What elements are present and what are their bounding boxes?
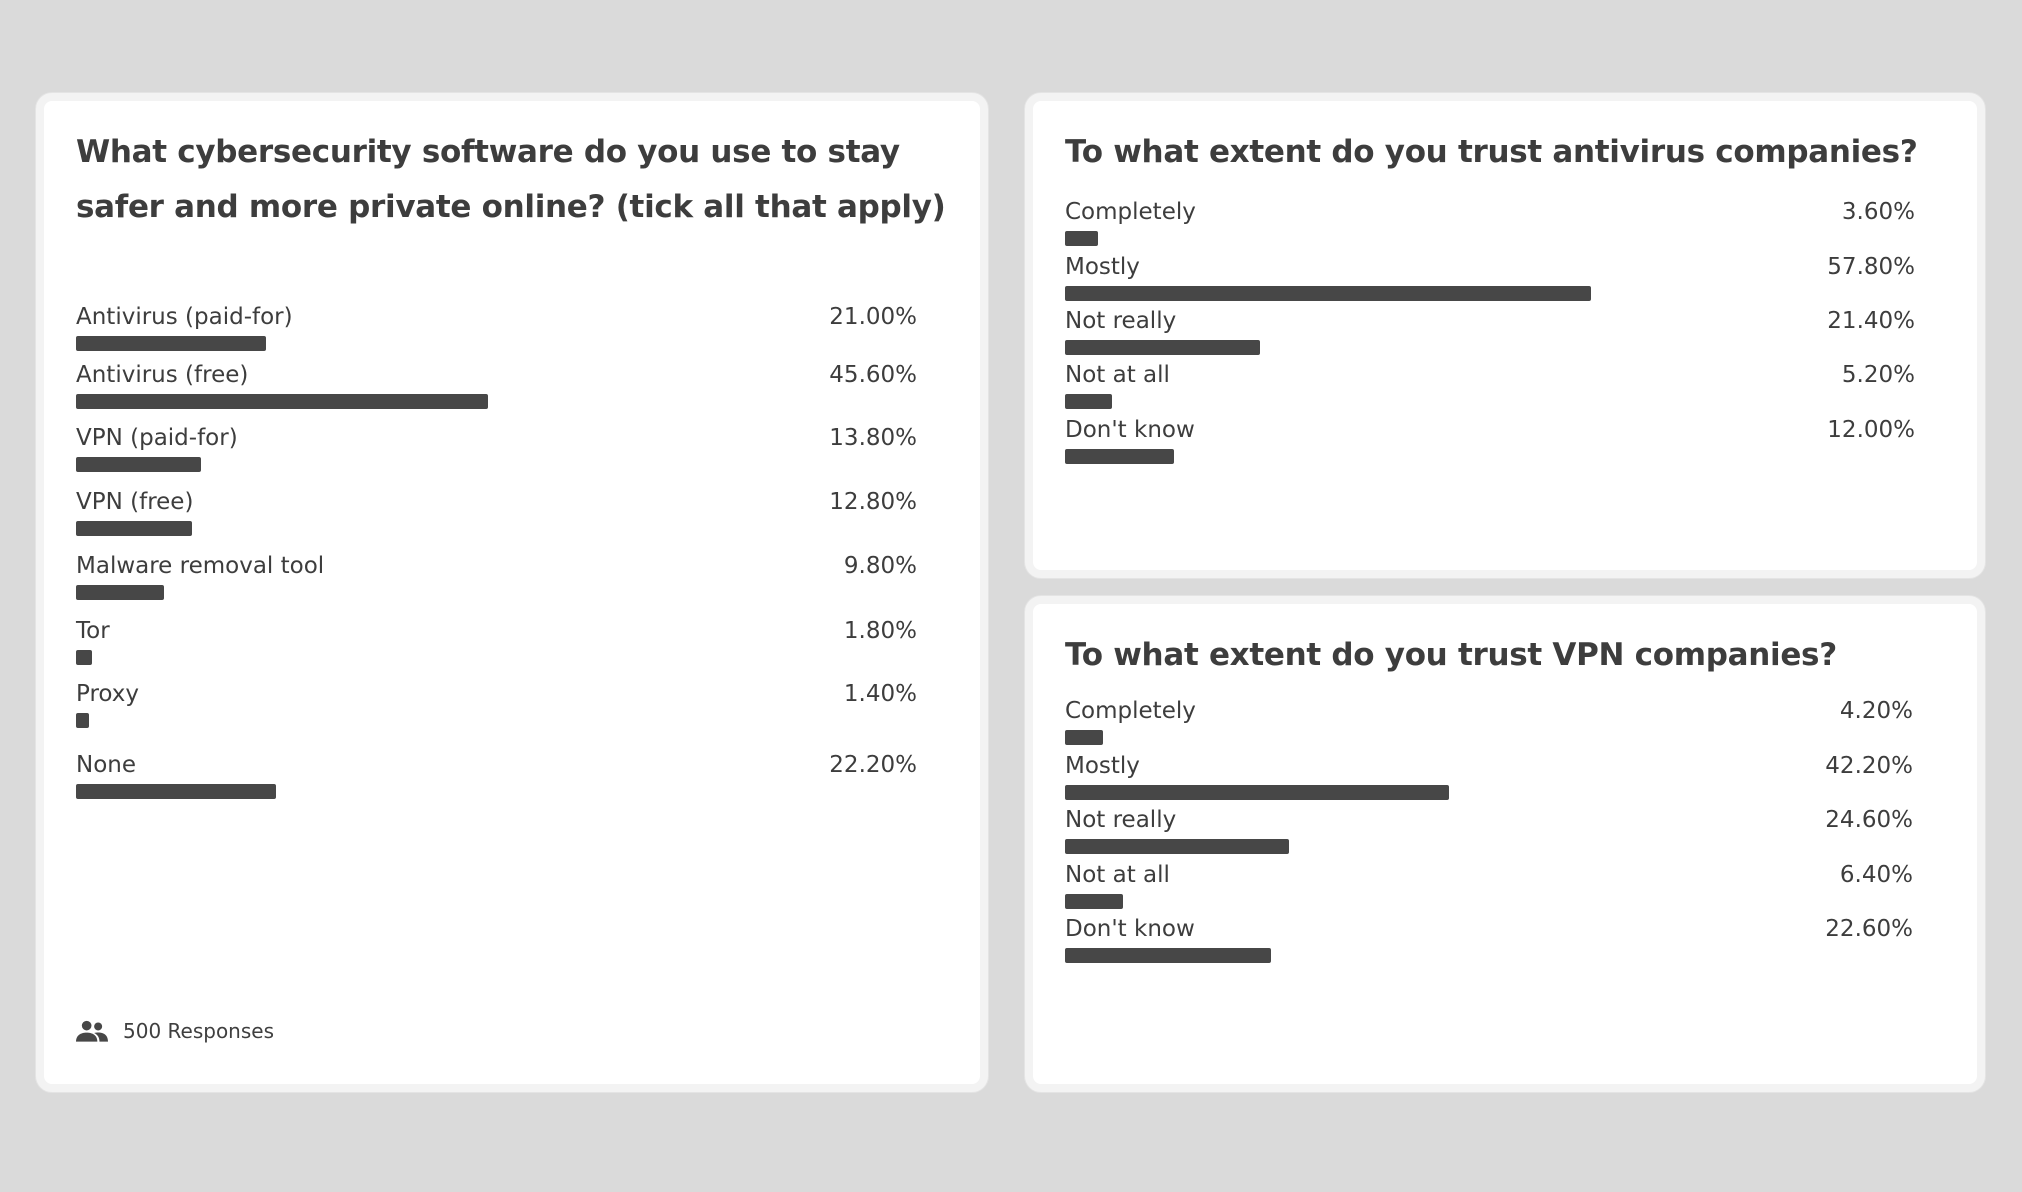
bar-row: Mostly 57.80% xyxy=(1065,253,1915,303)
chart-title: What cybersecurity software do you use t… xyxy=(76,134,946,225)
category-label: Proxy xyxy=(76,681,140,707)
value-label: 1.40% xyxy=(843,681,917,707)
bar xyxy=(76,650,93,665)
bar-row: Not at all 6.40% xyxy=(1065,861,1913,911)
bar xyxy=(1065,839,1289,854)
value-label: 22.20% xyxy=(829,752,917,778)
value-label: 24.60% xyxy=(1825,807,1913,833)
bar xyxy=(76,336,266,351)
bar-row: None 22.20% xyxy=(76,751,917,801)
category-label: Mostly xyxy=(1065,753,1140,779)
bar-row: Don't know 22.60% xyxy=(1065,915,1913,965)
bar-row: Completely 3.60% xyxy=(1065,198,1915,248)
responses-count: 500 Responses xyxy=(76,1016,274,1046)
bar xyxy=(1065,948,1271,963)
bar xyxy=(76,394,488,409)
value-label: 6.40% xyxy=(1839,862,1913,888)
chart-title: To what extent do you trust antivirus co… xyxy=(1065,134,1918,170)
value-label: 3.60% xyxy=(1841,199,1915,225)
value-label: 12.00% xyxy=(1827,417,1915,443)
bar xyxy=(1065,894,1124,909)
category-label: Don't know xyxy=(1065,417,1195,443)
category-label: VPN (paid-for) xyxy=(76,425,238,451)
category-label: Not really xyxy=(1065,308,1177,334)
value-label: 5.20% xyxy=(1841,362,1915,388)
category-label: Don't know xyxy=(1065,916,1195,942)
category-label: Not really xyxy=(1065,807,1177,833)
bar xyxy=(1065,449,1175,464)
bar xyxy=(76,521,192,536)
category-label: Mostly xyxy=(1065,254,1140,280)
value-label: 21.00% xyxy=(829,304,917,330)
value-label: 45.60% xyxy=(829,362,917,388)
bar-row: Not really 24.60% xyxy=(1065,806,1913,856)
bar xyxy=(1065,231,1098,246)
category-label: Antivirus (free) xyxy=(76,362,249,388)
bar-row: VPN (free) 12.80% xyxy=(76,488,917,538)
chart-card-vpn-trust: To what extent do you trust VPN companie… xyxy=(1025,596,1985,1092)
bar xyxy=(1065,340,1260,355)
people-icon xyxy=(76,1020,108,1042)
category-label: Malware removal tool xyxy=(76,553,325,579)
bar-row: Don't know 12.00% xyxy=(1065,416,1915,466)
chart-card-antivirus-trust: To what extent do you trust antivirus co… xyxy=(1025,93,1985,578)
bar-row: Mostly 42.20% xyxy=(1065,752,1913,802)
bar xyxy=(76,457,201,472)
value-label: 13.80% xyxy=(829,425,917,451)
category-label: Antivirus (paid-for) xyxy=(76,304,293,330)
bar xyxy=(76,784,277,799)
value-label: 1.80% xyxy=(843,618,917,644)
bar xyxy=(76,713,89,728)
category-label: VPN (free) xyxy=(76,489,194,515)
value-label: 21.40% xyxy=(1827,308,1915,334)
bar xyxy=(1065,394,1113,409)
value-label: 57.80% xyxy=(1827,254,1915,280)
bar-row: VPN (paid-for) 13.80% xyxy=(76,424,917,474)
bar-row: Completely 4.20% xyxy=(1065,697,1913,747)
bar-row: Antivirus (free) 45.60% xyxy=(76,361,917,411)
bar-row: Malware removal tool 9.80% xyxy=(76,552,917,602)
bar xyxy=(76,585,165,600)
responses-label: 500 Responses xyxy=(123,1019,275,1043)
category-label: Completely xyxy=(1065,199,1196,225)
bar xyxy=(1065,286,1591,301)
chart-card-software-use: What cybersecurity software do you use t… xyxy=(36,93,988,1092)
category-label: Completely xyxy=(1065,698,1196,724)
bar-row: Not really 21.40% xyxy=(1065,307,1915,357)
chart-title: To what extent do you trust VPN companie… xyxy=(1065,637,1837,673)
bar-row: Not at all 5.20% xyxy=(1065,361,1915,411)
bar-row: Proxy 1.40% xyxy=(76,680,917,730)
bar xyxy=(1065,730,1104,745)
category-label: Tor xyxy=(76,618,110,644)
value-label: 12.80% xyxy=(829,489,917,515)
value-label: 9.80% xyxy=(843,553,917,579)
bar xyxy=(1065,785,1450,800)
category-label: None xyxy=(76,752,137,778)
bar-row: Antivirus (paid-for) 21.00% xyxy=(76,303,917,353)
value-label: 42.20% xyxy=(1825,753,1913,779)
value-label: 22.60% xyxy=(1825,916,1913,942)
category-label: Not at all xyxy=(1065,862,1170,888)
bar-row: Tor 1.80% xyxy=(76,617,917,667)
value-label: 4.20% xyxy=(1839,698,1913,724)
category-label: Not at all xyxy=(1065,362,1170,388)
